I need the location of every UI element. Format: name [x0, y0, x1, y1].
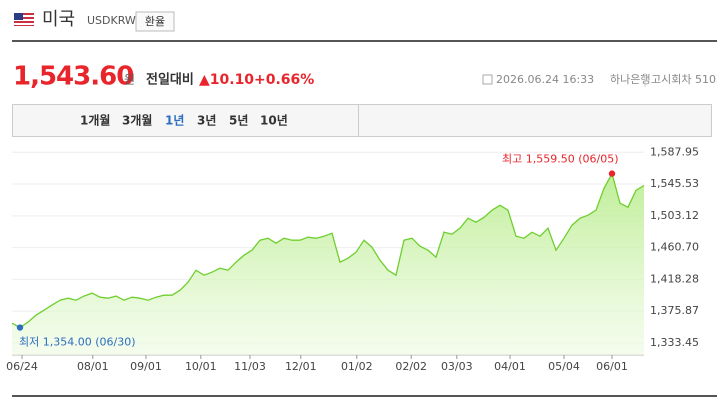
annotation: 최저 1,354.00 (06/30): [19, 336, 136, 349]
tab[interactable]: 1년: [165, 114, 184, 128]
tab[interactable]: 3년: [197, 114, 216, 128]
x-tick-label: 12/01: [285, 360, 317, 373]
datetime: 2026.06.24 16:33: [496, 73, 594, 86]
x-tick-label: 10/01: [185, 360, 217, 373]
divider: [12, 40, 717, 42]
annotation: 최고 1,559.50 (06/05): [502, 153, 619, 166]
change-pct: +0.66%: [254, 72, 314, 88]
button-frame[interactable]: [135, 11, 175, 32]
y-tick-label: 1,587.95: [650, 145, 699, 158]
flag: [14, 13, 34, 26]
price: 1,543.60: [13, 62, 133, 92]
change-label: 전일대비: [146, 72, 194, 88]
divider: [12, 395, 717, 397]
tab-bar: [12, 104, 712, 137]
x-tick-label: 06/01: [596, 360, 628, 373]
x-tick-label: 02/02: [395, 360, 427, 373]
clock-icon: [482, 74, 493, 85]
x-tick-label: 11/03: [234, 360, 266, 373]
line: [11, 171, 645, 329]
x-tick-label: 03/03: [441, 360, 473, 373]
x-tick-label: 06/24: [6, 360, 38, 373]
unit: 원: [124, 73, 135, 87]
y-tick-label: 1,418.28: [650, 272, 699, 285]
y-tick-label: 1,545.53: [650, 177, 699, 190]
x-tick-label: 09/01: [130, 360, 162, 373]
country: 미국: [42, 9, 75, 30]
button[interactable]: 환율: [145, 15, 165, 28]
y-tick-label: 1,460.70: [650, 241, 699, 254]
x-tick-label: 01/02: [341, 360, 373, 373]
round: 고시회차 510회: [651, 73, 717, 86]
change: ▲10.10: [199, 72, 254, 88]
tab[interactable]: 3개월: [122, 113, 152, 128]
tab[interactable]: 1개월: [80, 113, 110, 128]
area: [12, 173, 644, 355]
code: USDKRW: [87, 14, 136, 27]
marker: [16, 324, 24, 331]
x-tick-label: 04/01: [494, 360, 526, 373]
x-tick-label: 05/04: [548, 360, 580, 373]
y-tick-label: 1,503.12: [650, 209, 699, 222]
y-tick-label: 1,333.45: [650, 336, 699, 349]
x-tick-label: 08/01: [77, 360, 109, 373]
marker: [608, 170, 616, 177]
tab[interactable]: 10년: [260, 114, 288, 128]
bank: 하나은행: [610, 72, 650, 86]
tab[interactable]: 5년: [229, 114, 248, 128]
y-tick-label: 1,375.87: [650, 304, 699, 317]
